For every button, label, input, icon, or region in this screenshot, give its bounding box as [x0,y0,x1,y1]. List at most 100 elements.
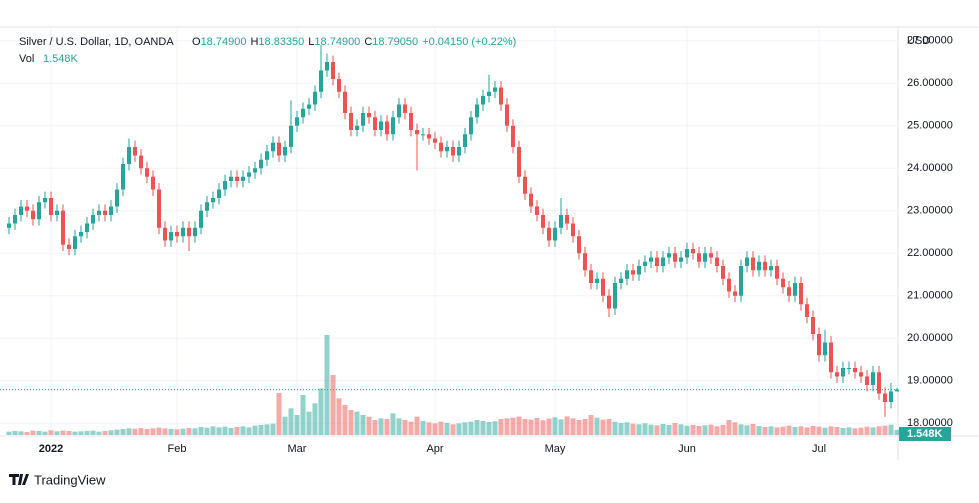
volume-bar [264,424,270,435]
candle-body [775,266,779,279]
volume-bar [840,428,846,435]
candle-body [337,79,341,92]
volume-bar [708,424,714,435]
candle-body [553,227,557,241]
candle-body [661,257,665,266]
candle-body [289,125,293,147]
volume-bar [858,427,864,435]
volume-bar [768,426,774,435]
volume-bar [636,424,642,435]
candle-body [679,257,683,262]
ohlc-o-value: 18.74900 [201,36,247,48]
volume-bar [246,427,252,435]
volume-bar [882,425,888,435]
volume-bar [186,428,192,435]
candle-body [577,236,581,254]
volume-bar [684,425,690,435]
candle-body [193,227,197,237]
candle-body [55,210,59,215]
candle-body [859,372,863,377]
candle-body [271,142,275,152]
x-tick-label: Mar [288,443,307,455]
candle-body [799,283,803,305]
candle-body [817,334,821,356]
candle-body [121,164,125,190]
volume-bar [42,431,48,435]
candle-body [847,368,851,369]
volume-bar [714,426,720,435]
volume-bar [594,417,600,435]
candle-body [217,189,221,198]
candle-body [595,278,599,283]
ohlc-h-label: H [250,36,258,48]
candle-body [883,393,887,402]
candle-body [475,104,479,118]
candle-body [73,236,77,249]
volume-bar [528,419,534,435]
candle-body [709,253,713,258]
candle-body [307,104,311,109]
y-tick-label: 22.00000 [907,247,953,259]
candle-body [181,227,185,237]
candle-body [361,113,365,126]
volume-bar [588,415,594,435]
ohlc-l-value: 18.74900 [314,36,360,48]
ohlc-change: +0.04150 (+0.22%) [422,36,516,48]
volume-bar [84,431,90,435]
candle-body [139,155,143,169]
volume-bar [402,420,408,435]
volume-bar [378,418,384,435]
volume-bar [504,418,510,435]
volume-bar [192,428,198,435]
volume-bar [228,428,234,435]
volume-bar [480,421,486,435]
candle-body [871,372,875,385]
legend: Silver / U.S. Dollar, 1D, OANDA O18.7490… [19,36,516,65]
volume-bar [558,419,564,435]
volume-bar [420,421,426,435]
ohlc-l-label: L [308,36,314,48]
candle-body [529,193,533,207]
candle-body [313,91,317,105]
candle-body [451,147,455,156]
ohlc-o-label: O [192,36,201,48]
volume-bar [660,424,666,435]
candle-body [571,223,575,237]
volume-bar [210,426,216,435]
candle-body [721,266,725,279]
volume-bar [258,425,264,435]
y-tick-label: 25.00000 [907,120,953,132]
candle-body [631,270,635,275]
candle-body [301,108,305,118]
volume-bar [156,427,162,435]
candle-body [895,389,899,392]
candle-body [133,147,137,156]
candle-body [697,253,701,262]
volume-bar [780,426,786,435]
volume-bar [330,375,336,435]
volume-bar [396,418,402,435]
candle-body [373,117,377,130]
candle-body [325,62,329,71]
volume-bar [516,416,522,435]
volume-bar [552,417,558,435]
volume-layer [6,335,900,435]
volume-bar [132,428,138,435]
volume-bar [786,425,792,435]
volume-bar [600,419,606,435]
candle-body [889,391,893,402]
y-tick-label: 27.00000 [907,35,953,47]
candle-body [235,176,239,181]
candle-body [253,168,257,173]
candle-body [547,227,551,241]
candle-body [691,249,695,254]
candle-body [175,232,179,237]
candle-layer [7,45,899,417]
candle-body [487,91,491,96]
candle-body [79,232,83,237]
candle-body [793,283,797,296]
candle-body [241,176,245,181]
volume-bar [198,427,204,435]
volume-bar [168,429,174,435]
y-tick-label: 20.00000 [907,332,953,344]
